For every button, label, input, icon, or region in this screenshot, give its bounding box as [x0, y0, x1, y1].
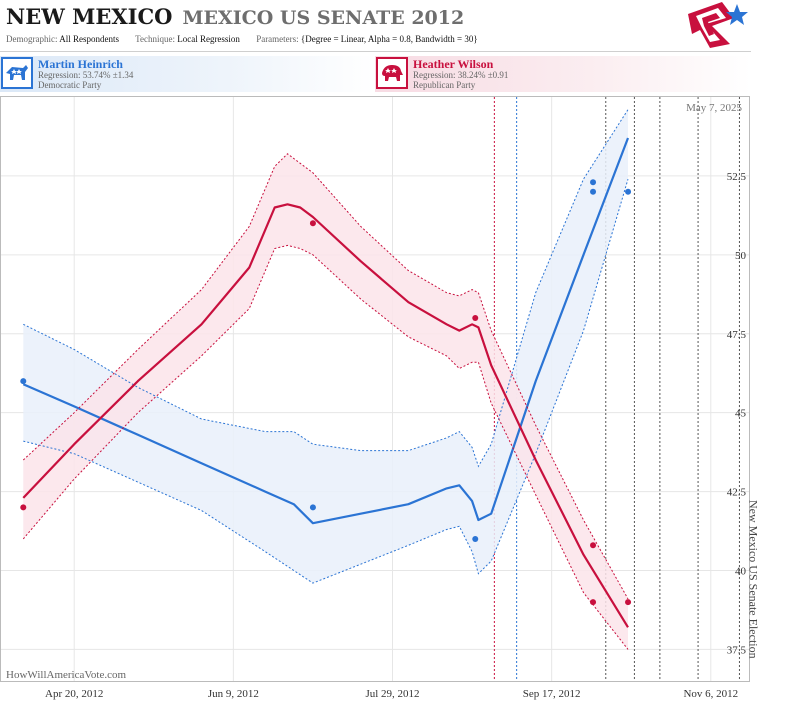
rep-trend-line — [22, 203, 629, 628]
date-stamp: May 7, 2025 — [686, 102, 742, 114]
rep-poll-point[interactable] — [590, 599, 597, 606]
x-tick-label: Apr 20, 2012 — [45, 688, 103, 700]
watermark: HowWillAmericaVote.com — [6, 669, 126, 681]
rep-poll-point[interactable] — [590, 542, 597, 549]
rep-party: Republican Party — [413, 80, 476, 90]
demographic-value: All Respondents — [59, 34, 119, 44]
race-title: MEXICO US SENATE 2012 — [182, 7, 465, 29]
dem-poll-point[interactable] — [625, 188, 632, 195]
state-title: NEW MEXICO — [6, 4, 173, 29]
candidate-card-dem[interactable]: Martin Heinrich Regression: 53.74% ±1.34… — [0, 56, 375, 92]
parameters-value: {Degree = Linear, Alpha = 0.8, Bandwidth… — [300, 34, 478, 44]
dem-party: Democratic Party — [38, 80, 102, 90]
plot-area — [0, 96, 750, 682]
election-label: New Mexico US Senate Election — [746, 500, 760, 659]
donkey-icon — [1, 57, 33, 89]
y-tick-label: 52.5 — [727, 171, 747, 183]
rep-lower-bound — [22, 244, 629, 650]
rep-upper-bound — [22, 153, 629, 600]
chart-title: NEW MEXICO MEXICO US SENATE 2012 — [6, 4, 464, 29]
parameters-line: Demographic: All Respondents Technique: … — [6, 34, 492, 44]
rep-candidate-name: Heather Wilson — [413, 57, 494, 71]
dem-candidate-name: Martin Heinrich — [38, 57, 123, 71]
demographic-key: Demographic: — [6, 34, 58, 44]
candidate-card-rep[interactable]: Heather Wilson Regression: 38.24% ±0.91 … — [375, 56, 751, 92]
y-tick-label: 37.5 — [727, 644, 747, 656]
dem-poll-point[interactable] — [472, 535, 479, 542]
star-flag-icon[interactable] — [682, 0, 748, 50]
dem-regression: Regression: 53.74% ±1.34 — [38, 70, 134, 80]
dem-poll-point[interactable] — [590, 188, 597, 195]
parameters-key: Parameters: — [256, 34, 299, 44]
x-tick-label: Jun 9, 2012 — [208, 688, 259, 700]
rep-poll-point[interactable] — [20, 504, 27, 511]
rep-poll-point[interactable] — [472, 314, 479, 321]
dem-lower-bound — [23, 178, 629, 584]
y-tick-label: 45 — [735, 408, 747, 420]
y-tick-label: 42.5 — [727, 487, 747, 499]
y-tick-label: 50 — [735, 250, 747, 262]
header-divider — [0, 51, 751, 52]
y-tick-label: 47.5 — [727, 329, 747, 341]
rep-regression: Regression: 38.24% ±0.91 — [413, 70, 509, 80]
dem-trend-line — [22, 137, 630, 525]
x-tick-label: Sep 17, 2012 — [523, 688, 581, 700]
rep-poll-point[interactable] — [625, 599, 632, 606]
x-tick-label: Jul 29, 2012 — [365, 688, 419, 700]
header: NEW MEXICO MEXICO US SENATE 2012 Demograp… — [0, 0, 789, 50]
dem-poll-point[interactable] — [309, 504, 316, 511]
dem-confidence-band — [23, 109, 629, 584]
elephant-icon — [376, 57, 408, 89]
dem-poll-point[interactable] — [20, 378, 27, 385]
x-tick-label: Nov 6, 2012 — [683, 688, 738, 700]
rep-poll-point[interactable] — [309, 220, 316, 227]
y-tick-label: 40 — [735, 566, 747, 578]
technique-key: Technique: — [135, 34, 175, 44]
technique-value: Local Regression — [177, 34, 240, 44]
dem-poll-point[interactable] — [590, 179, 597, 186]
